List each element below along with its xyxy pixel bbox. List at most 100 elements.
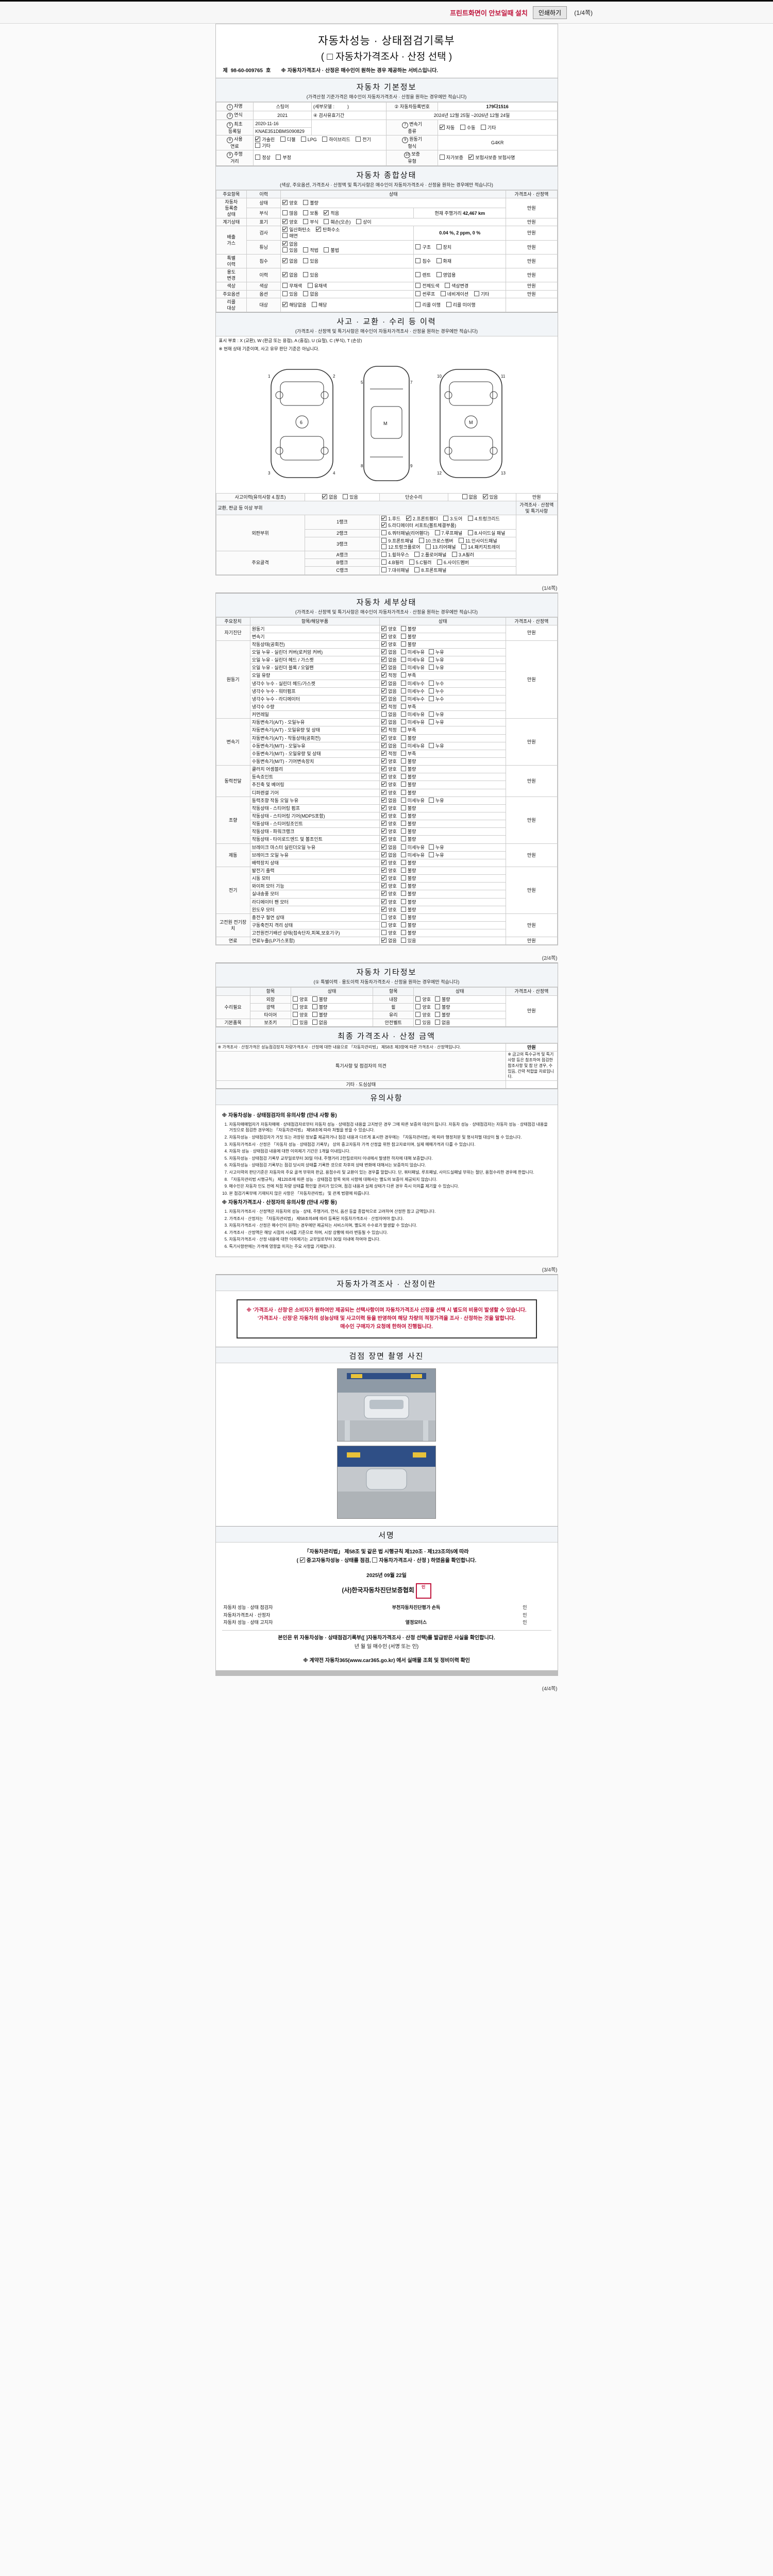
trans-opt-etc[interactable]: 기타 <box>480 124 496 131</box>
detail-6-2-opt-1[interactable]: 불량 <box>400 883 416 889</box>
detail-5-0-opt-1[interactable]: 미세누유 <box>400 844 425 851</box>
detail-6-2-opt-0[interactable]: 양호 <box>381 883 397 889</box>
struct-cpillar[interactable]: 5.C필러 <box>409 560 431 566</box>
fuel-opt-ev[interactable]: 전기 <box>356 137 371 143</box>
detail-4-0-opt-2[interactable]: 누유 <box>428 797 444 804</box>
detail-3-1-opt-0[interactable]: 양호 <box>381 774 397 780</box>
detail-4-2-opt-0[interactable]: 양호 <box>381 813 397 819</box>
etc-a-0-opt-0[interactable]: 양호 <box>293 996 308 1003</box>
panel-front-fender[interactable]: 2.프론트휀더 <box>406 516 438 522</box>
simple-yes[interactable]: 있음 <box>482 494 498 500</box>
detail-1-6-opt-1[interactable]: 미세누수 <box>400 688 425 694</box>
detail-2-4-opt-1[interactable]: 부족 <box>400 750 416 757</box>
etc-b-0-opt-0[interactable]: 양호 <box>415 996 431 1003</box>
detail-4-4-opt-0[interactable]: 양호 <box>381 828 397 835</box>
fuel-opt-hybrid[interactable]: 하이브리드 <box>322 137 350 143</box>
recall-yes[interactable]: 해당 <box>311 301 327 308</box>
detail-7-2-opt-0[interactable]: 양호 <box>381 930 397 936</box>
detail-4-4-opt-1[interactable]: 불량 <box>400 828 416 835</box>
detail-4-3-opt-0[interactable]: 양호 <box>381 821 397 827</box>
detail-5-1-opt-0[interactable]: 없음 <box>381 852 397 858</box>
struct-floorpanel[interactable]: 2.플로어패널 <box>414 552 446 558</box>
detail-2-4-opt-0[interactable]: 적정 <box>381 750 397 757</box>
detail-6-3-opt-0[interactable]: 양호 <box>381 891 397 897</box>
detail-1-0-opt-1[interactable]: 불량 <box>400 641 416 648</box>
detail-1-8-opt-0[interactable]: 적정 <box>381 704 397 710</box>
etc-b-3-opt-1[interactable]: 없음 <box>435 1019 450 1026</box>
warranty-opt-insurer[interactable]: 보험사보증 보험사명 <box>468 155 515 161</box>
detail-6-0-opt-0[interactable]: 양호 <box>381 868 397 874</box>
flood-none[interactable]: 없음 <box>282 258 298 264</box>
usage-rent[interactable]: 렌트 <box>415 272 431 278</box>
usage-biz[interactable]: 영업용 <box>436 272 456 278</box>
option-no[interactable]: 없음 <box>303 291 318 297</box>
panel-packagetray[interactable]: 14.패키지트레이 <box>461 544 500 550</box>
detail-3-0-opt-1[interactable]: 불량 <box>400 766 416 772</box>
detail-2-0-opt-0[interactable]: 없음 <box>381 719 397 725</box>
detail-6-4-opt-0[interactable]: 양호 <box>381 899 397 905</box>
detail-8-0-opt-1[interactable]: 있음 <box>400 938 416 944</box>
detail-1-2-opt-1[interactable]: 미세누유 <box>400 657 425 663</box>
trans-opt-auto[interactable]: 자동 <box>439 124 455 131</box>
detail-1-0-opt-0[interactable]: 양호 <box>381 641 397 648</box>
color-chromatic[interactable]: 유채색 <box>307 283 327 289</box>
fuel-opt-lpg[interactable]: LPG <box>300 137 317 143</box>
detail-7-1-opt-0[interactable]: 양호 <box>381 922 397 928</box>
struct-apillar[interactable]: 3.A필러 <box>451 552 474 558</box>
detail-1-1-opt-1[interactable]: 미세누유 <box>400 649 425 655</box>
rust-much[interactable]: 많음 <box>282 210 298 216</box>
detail-5-0-opt-2[interactable]: 누유 <box>428 844 444 851</box>
warranty-opt-self[interactable]: 자가보증 <box>439 155 463 161</box>
acc-none[interactable]: 없음 <box>322 494 338 500</box>
detail-5-2-opt-0[interactable]: 양호 <box>381 859 397 866</box>
detail-1-3-opt-1[interactable]: 미세누유 <box>400 665 425 671</box>
emission-co[interactable]: 일산화탄소 <box>282 227 311 233</box>
rust-low[interactable]: 적음 <box>324 210 339 216</box>
panel-inside[interactable]: 11.인사이드패널 <box>459 537 497 544</box>
detail-8-0-opt-0[interactable]: 없음 <box>381 938 397 944</box>
etc-a-3-opt-1[interactable]: 없음 <box>312 1019 327 1026</box>
meter-good[interactable]: 양호 <box>282 219 298 225</box>
usage-none[interactable]: 없음 <box>282 272 298 278</box>
emission-smoke[interactable]: 매연 <box>282 233 298 239</box>
detail-1-7-opt-0[interactable]: 없음 <box>381 696 397 702</box>
option-navi[interactable]: 네비게이션 <box>440 291 468 297</box>
flood-fire[interactable]: 화재 <box>436 258 451 264</box>
detail-1-9-opt-1[interactable]: 미세누유 <box>400 711 425 718</box>
detail-2-3-opt-0[interactable]: 없음 <box>381 742 397 749</box>
detail-6-3-opt-1[interactable]: 불량 <box>400 891 416 897</box>
detail-2-2-opt-1[interactable]: 불량 <box>400 735 416 741</box>
detail-1-1-opt-0[interactable]: 없음 <box>381 649 397 655</box>
inspection-photo-2[interactable] <box>337 1446 436 1519</box>
etc-b-0-opt-1[interactable]: 불량 <box>435 996 450 1003</box>
detail-2-2-opt-0[interactable]: 양호 <box>381 735 397 741</box>
tuning-struct[interactable]: 구조 <box>415 244 431 250</box>
option-sunroof[interactable]: 썬루프 <box>415 291 435 297</box>
detail-1-6-opt-0[interactable]: 없음 <box>381 688 397 694</box>
tuning-legal[interactable]: 적법 <box>303 247 318 253</box>
detail-7-0-opt-0[interactable]: 양호 <box>381 914 397 921</box>
detail-3-0-opt-0[interactable]: 양호 <box>381 766 397 772</box>
panel-trunk-lid[interactable]: 4.트렁크리드 <box>467 516 500 522</box>
detail-6-1-opt-0[interactable]: 양호 <box>381 875 397 882</box>
meter-diff[interactable]: 상이 <box>356 219 372 225</box>
panel-radiator-support[interactable]: 5.라디에이터 서포트(볼트체결부품) <box>381 522 456 529</box>
detail-5-0-opt-0[interactable]: 없음 <box>381 844 397 851</box>
recall-none[interactable]: 해당없음 <box>282 301 306 308</box>
detail-2-1-opt-0[interactable]: 적정 <box>381 727 397 733</box>
detail-5-1-opt-1[interactable]: 미세누유 <box>400 852 425 858</box>
checkbox-performance-check[interactable] <box>299 1557 305 1563</box>
detail-4-5-opt-1[interactable]: 불량 <box>400 836 416 842</box>
detail-1-6-opt-2[interactable]: 누수 <box>428 688 444 694</box>
detail-7-0-opt-1[interactable]: 불량 <box>400 914 416 921</box>
struct-frontpanel[interactable]: 8.프론트패널 <box>414 567 446 573</box>
color-fullpaint[interactable]: 전체도색 <box>415 283 440 289</box>
detail-6-4-opt-1[interactable]: 불량 <box>400 899 416 905</box>
etc-a-2-opt-0[interactable]: 양호 <box>293 1011 308 1018</box>
etc-a-1-opt-0[interactable]: 양호 <box>293 1004 308 1010</box>
etc-a-1-opt-1[interactable]: 불량 <box>312 1004 327 1010</box>
detail-1-4-opt-1[interactable]: 부족 <box>400 672 416 679</box>
detail-1-3-opt-2[interactable]: 누유 <box>428 665 444 671</box>
simple-none[interactable]: 없음 <box>462 494 477 500</box>
panel-trunkfloor[interactable]: 12.트렁크플로어 <box>381 544 420 550</box>
